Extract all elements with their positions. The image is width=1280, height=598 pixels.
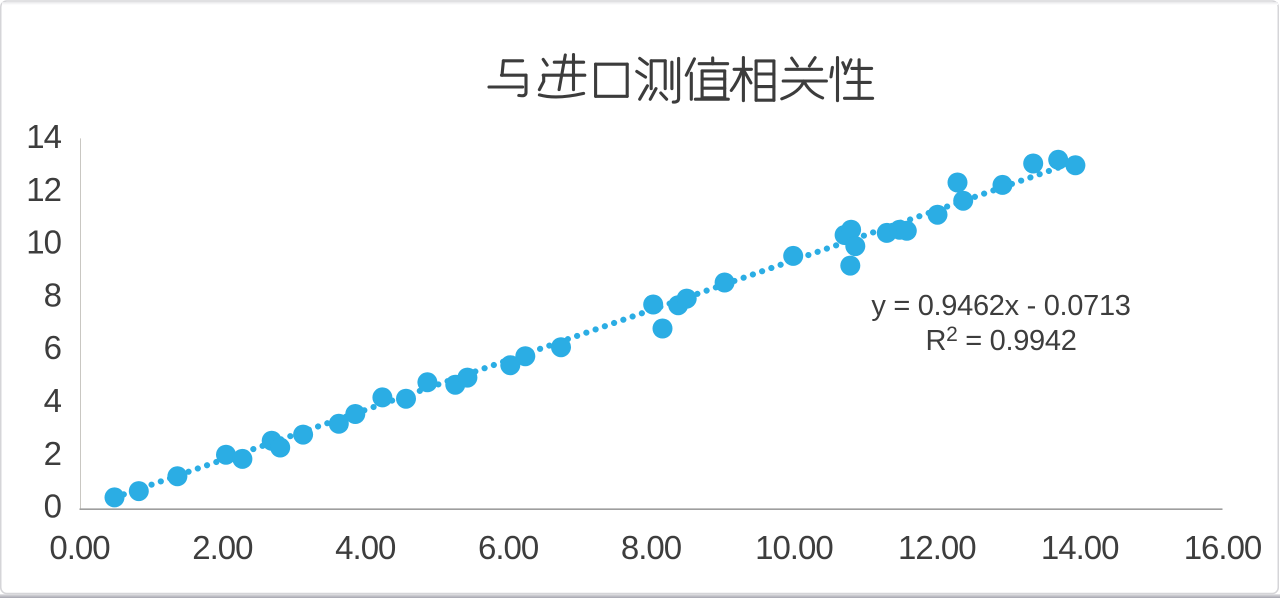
svg-text:y = 0.9462x - 0.0713: y = 0.9462x - 0.0713 (871, 290, 1130, 322)
svg-text:2: 2 (44, 435, 61, 472)
svg-text:6: 6 (44, 329, 61, 366)
svg-text:0: 0 (44, 488, 62, 525)
svg-text:4.00: 4.00 (335, 529, 396, 566)
svg-text:6.00: 6.00 (478, 529, 539, 566)
svg-text:12: 12 (26, 171, 61, 208)
svg-text:12.00: 12.00 (898, 529, 976, 566)
svg-text:10.00: 10.00 (755, 529, 833, 566)
svg-text:4: 4 (44, 382, 62, 419)
svg-text:8.00: 8.00 (621, 529, 682, 566)
svg-text:10: 10 (26, 224, 61, 261)
svg-text:16.00: 16.00 (1184, 529, 1262, 566)
svg-text:2.00: 2.00 (192, 529, 253, 566)
svg-text:14: 14 (26, 118, 61, 155)
svg-text:8: 8 (44, 276, 61, 313)
svg-text:0.00: 0.00 (49, 529, 110, 566)
svg-text:14.00: 14.00 (1041, 529, 1119, 566)
